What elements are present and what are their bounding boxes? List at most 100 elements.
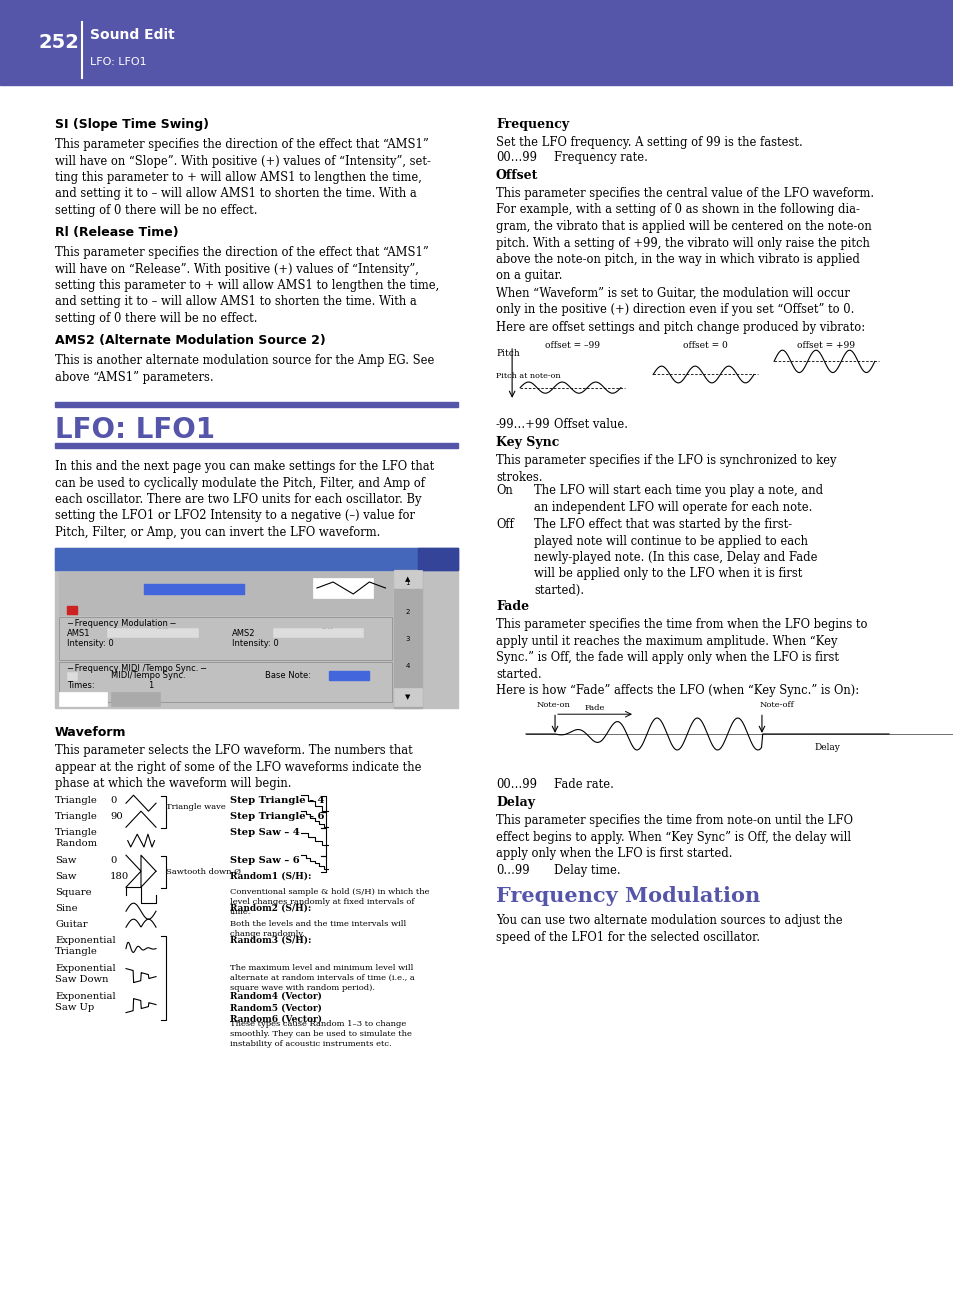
- Text: Both the levels and the time intervals will
change randomly.: Both the levels and the time intervals w…: [230, 920, 406, 938]
- Text: ▾ Triangle 0: ▾ Triangle 0: [180, 585, 228, 594]
- Text: ▼: ▼: [404, 695, 410, 700]
- Text: Random2 (S/H):: Random2 (S/H):: [230, 904, 311, 913]
- Text: Step Triangle – 6: Step Triangle – 6: [230, 812, 324, 821]
- Text: 0: 0: [110, 855, 116, 865]
- Text: On: On: [496, 484, 512, 497]
- Text: Triangle wave: Triangle wave: [166, 803, 226, 811]
- Text: MT: 0: MT: 0: [228, 555, 253, 564]
- Text: Square: Square: [55, 888, 91, 897]
- Text: Fade: Fade: [496, 600, 529, 613]
- Text: 00…99: 00…99: [496, 150, 537, 164]
- Text: These types cause Random 1–3 to change
smoothly. They can be used to simulate th: These types cause Random 1–3 to change s…: [230, 1020, 412, 1048]
- Text: offset = –99: offset = –99: [544, 341, 599, 349]
- Bar: [55, 402, 457, 407]
- Text: 0…99: 0…99: [496, 865, 529, 876]
- Text: 180: 180: [110, 872, 129, 882]
- Text: Fade rate.: Fade rate.: [554, 778, 613, 791]
- Text: Random3 (S/H):: Random3 (S/H):: [230, 937, 312, 944]
- Text: Sound Edit: Sound Edit: [90, 27, 174, 42]
- Text: LFO 2: LFO 2: [124, 695, 148, 704]
- Text: MIDI/Tempo Sync.: MIDI/Tempo Sync.: [112, 671, 186, 680]
- Text: Exponential
Saw Down: Exponential Saw Down: [55, 964, 115, 984]
- Text: SOUND: LFO: SOUND: LFO: [63, 555, 131, 564]
- Bar: [55, 548, 457, 570]
- Text: LFO1: LFO1: [67, 576, 92, 583]
- Text: Frequency rate.: Frequency rate.: [554, 150, 647, 164]
- Text: Set the LFO frequency. A setting of 99 is the fastest.: Set the LFO frequency. A setting of 99 i…: [496, 136, 801, 149]
- Text: 252: 252: [38, 33, 79, 51]
- Bar: [273, 628, 362, 637]
- Text: Pitch at note-on: Pitch at note-on: [496, 371, 560, 381]
- Text: Off: Off: [496, 518, 514, 531]
- Text: Base Note:: Base Note:: [264, 671, 311, 680]
- Bar: [55, 548, 457, 708]
- Text: Saw: Saw: [55, 872, 76, 882]
- Text: Step Saw – 6: Step Saw – 6: [230, 855, 299, 865]
- Text: Fade: 9: Fade: 9: [224, 606, 254, 615]
- Text: Sine: Sine: [55, 904, 77, 913]
- Text: Triangle
Random: Triangle Random: [55, 828, 98, 848]
- Text: Offset: Offset: [496, 169, 537, 182]
- Bar: [144, 583, 244, 594]
- Text: Frequency Modulation: Frequency Modulation: [496, 886, 760, 906]
- Text: Off: Off: [155, 628, 168, 637]
- Text: The LFO effect that was started by the first-
played note will continue to be ap: The LFO effect that was started by the f…: [534, 518, 817, 596]
- Bar: [67, 606, 77, 613]
- Text: This parameter specifies the time from note-on until the LFO
effect begins to ap: This parameter specifies the time from n…: [496, 814, 852, 859]
- Bar: [112, 692, 159, 706]
- Text: Here is how “Fade” affects the LFO (when “Key Sync.” is On):: Here is how “Fade” affects the LFO (when…: [496, 684, 859, 697]
- Bar: [59, 617, 391, 661]
- Text: Conventional sample & hold (S/H) in which the
level changes randomly at fixed in: Conventional sample & hold (S/H) in whic…: [230, 888, 429, 916]
- Text: Sawtooth down Ø: Sawtooth down Ø: [166, 869, 241, 876]
- Text: AMS1: AMS1: [67, 629, 91, 638]
- Text: 00…99: 00…99: [496, 778, 537, 791]
- Text: 1: 1: [405, 581, 410, 586]
- Text: 1: 1: [148, 681, 152, 691]
- Text: LFO 1: LFO 1: [71, 695, 95, 704]
- Text: Waveform:: Waveform:: [67, 586, 112, 595]
- Text: This parameter specifies the direction of the effect that “AMS1”
will have on “S: This parameter specifies the direction o…: [55, 139, 431, 217]
- Text: LFO: LFO1: LFO: LFO1: [90, 58, 147, 67]
- Text: In this and the next page you can make settings for the LFO that
can be used to : In this and the next page you can make s…: [55, 460, 434, 539]
- Text: Delay time.: Delay time.: [554, 865, 620, 876]
- Text: Offset value.: Offset value.: [554, 419, 627, 432]
- Text: Here are offset settings and pitch change produced by vibrato:: Here are offset settings and pitch chang…: [496, 320, 864, 334]
- Text: Offset: 0: Offset: 0: [216, 600, 252, 610]
- Text: The LFO will start each time you play a note, and
an independent LFO will operat: The LFO will start each time you play a …: [534, 484, 822, 514]
- Text: This parameter specifies the central value of the LFO waveform.
For example, wit: This parameter specifies the central val…: [496, 187, 873, 283]
- Text: 4: 4: [405, 663, 410, 670]
- Bar: [0, 0, 953, 85]
- Text: 0: 0: [110, 797, 116, 804]
- Text: LFO: LFO1: LFO: LFO1: [55, 416, 214, 443]
- Text: Key Sync: Key Sync: [496, 436, 558, 449]
- Bar: [313, 578, 373, 598]
- Text: AMS2 (Alternate Modulation Source 2): AMS2 (Alternate Modulation Source 2): [55, 334, 325, 347]
- Bar: [59, 572, 391, 615]
- Text: Key Sync.: Key Sync.: [103, 606, 144, 615]
- Text: The maximum level and minimum level will
alternate at random intervals of time (: The maximum level and minimum level will…: [230, 964, 415, 991]
- Text: This parameter selects the LFO waveform. The numbers that
appear at the right of: This parameter selects the LFO waveform.…: [55, 744, 421, 790]
- Text: This is another alternate modulation source for the Amp EG. See
above “AMS1” par: This is another alternate modulation sou…: [55, 354, 434, 383]
- Text: Frequency: 65: Frequency: 65: [67, 600, 126, 610]
- Text: SI (Slope Time Swing): SI (Slope Time Swing): [55, 118, 209, 131]
- Text: ▲: ▲: [404, 576, 410, 582]
- Text: Delay: Delay: [814, 743, 840, 752]
- Bar: [55, 443, 457, 449]
- Text: 3: 3: [405, 636, 410, 642]
- Text: Guitar: Guitar: [55, 920, 88, 929]
- Bar: [393, 570, 421, 708]
- Text: Fade: Fade: [584, 704, 604, 712]
- Text: Delay: 0: Delay: 0: [316, 606, 351, 615]
- Text: AMS2: AMS2: [233, 629, 255, 638]
- Text: Exponential
Triangle: Exponential Triangle: [55, 937, 115, 956]
- Text: Intensity: 0: Intensity: 0: [233, 640, 279, 649]
- Text: ▼: ▼: [435, 555, 440, 564]
- Text: Times:: Times:: [67, 681, 94, 691]
- Bar: [393, 570, 421, 589]
- Text: Step Saw – 4: Step Saw – 4: [230, 828, 299, 837]
- Text: Delay: Delay: [496, 797, 535, 810]
- Text: Note-on: Note-on: [536, 701, 569, 709]
- Bar: [393, 688, 421, 706]
- Text: 90: 90: [110, 812, 123, 821]
- Bar: [417, 548, 457, 570]
